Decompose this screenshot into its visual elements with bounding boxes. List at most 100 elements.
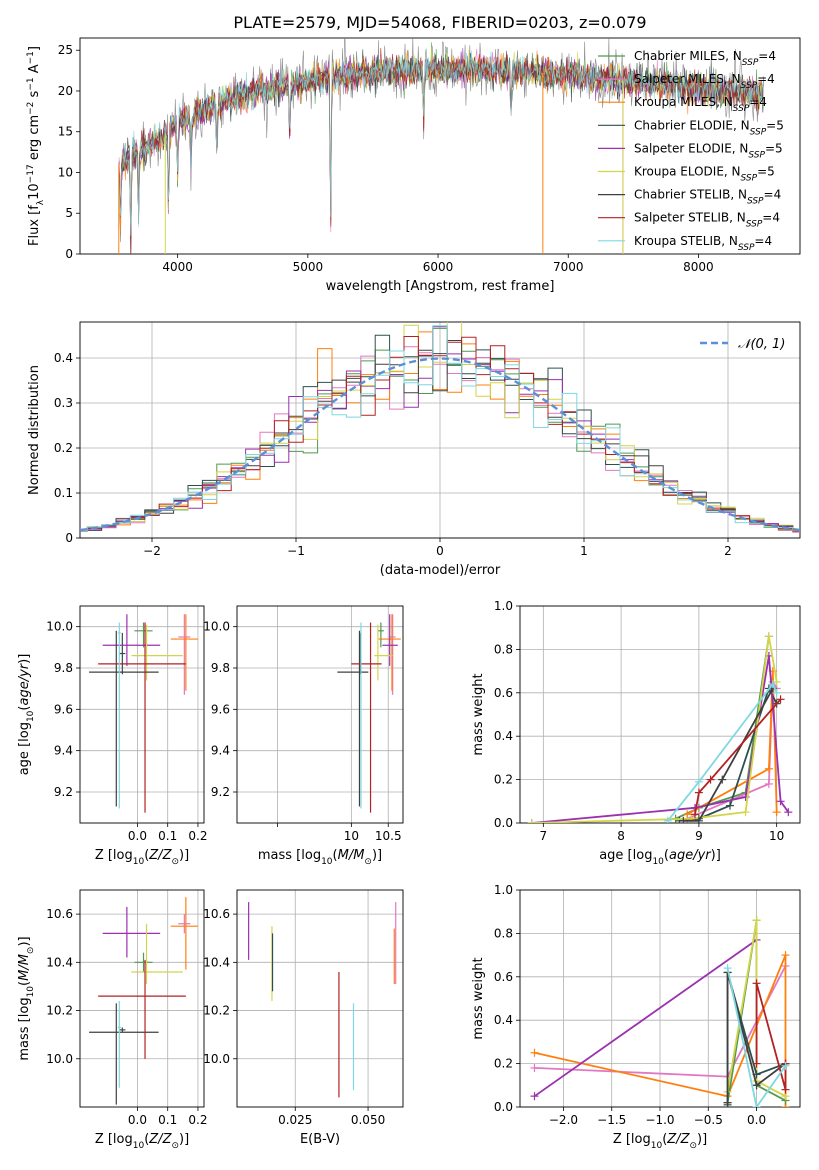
residual-histogram-panel: −2 −1 0 1 2 0 0.1 0.2 0.3 0.4 (data-model)/error No…	[27, 321, 801, 578]
weight-marker	[772, 808, 781, 817]
data-point	[98, 622, 186, 813]
x-axis-label: age [log10(age/yr)]	[599, 848, 721, 867]
legend-label: Salpeter MILES, NSSP=4	[634, 72, 775, 91]
y-tick-label: 10.2	[203, 1004, 230, 1018]
y-tick-label: 0.8	[494, 926, 513, 940]
weight-marker	[772, 688, 781, 697]
x-tick-label: 1	[580, 544, 588, 558]
residual-histogram-plot-area	[80, 322, 800, 533]
x-tick-label: −0.5	[694, 1113, 723, 1127]
y-tick-label: 9.8	[211, 661, 230, 675]
legend-nssp: 5	[776, 118, 784, 132]
data-point	[102, 906, 161, 958]
weight-marker	[781, 1061, 790, 1070]
legend-model: Salpeter MILES	[634, 72, 724, 86]
x-tick-label: 2	[724, 544, 732, 558]
x-tick-label: 0	[436, 544, 444, 558]
spectrum-panel: 4000 5000 6000 7000 8000 0 5 10 15 20 25 wavelength…	[26, 37, 801, 294]
y-tick-label: 25	[58, 43, 73, 57]
legend-model: Kroupa ELODIE	[634, 165, 724, 179]
y-tick-label: 0.2	[54, 441, 73, 455]
x-tick-label: −1	[287, 544, 305, 558]
weight-marker	[694, 777, 703, 786]
mass-vs-ebv-grid	[237, 890, 403, 1107]
y-axis-label: mass [log10(M/M⊙)]	[17, 936, 36, 1060]
weight-marker	[694, 788, 703, 797]
y-tick-label: 10.4	[203, 955, 230, 969]
y-tick-label: 0.4	[494, 1013, 513, 1027]
weight-line	[686, 671, 778, 816]
age-vs-mass-panel: 10 10.5 9.2 9.4 9.6 9.8 10.0 mass [log10(M/M⊙)]	[203, 605, 404, 867]
y-tick-label: 10.0	[203, 620, 230, 634]
y-tick-label: 10.2	[46, 1004, 73, 1018]
x-tick-label: 7000	[553, 260, 584, 274]
mass-vs-z-frame	[79, 889, 205, 1108]
y-axis-label: Normed distribution	[27, 365, 42, 495]
spectrum-ticks: 4000 5000 6000 7000 8000 0 5 10 15 20 25	[58, 43, 714, 274]
weight-marker	[752, 979, 761, 988]
legend-label: Chabrier MILES, NSSP=4	[634, 49, 776, 68]
weight-line	[531, 655, 790, 823]
x-tick-label: −2	[143, 544, 161, 558]
weight-marker	[784, 808, 793, 817]
y-tick-label: 0.2	[494, 1057, 513, 1071]
age-vs-z-plot-area	[89, 614, 198, 813]
weight-marker	[663, 816, 672, 823]
x-tick-label: −2.0	[549, 1113, 578, 1127]
y-tick-label: 9.2	[54, 785, 73, 799]
weight-line	[755, 983, 787, 1090]
weight-marker	[706, 775, 715, 784]
legend-label: Salpeter STELIB, NSSP=4	[634, 211, 780, 230]
x-tick-label: 0.1	[158, 829, 177, 843]
mass-vs-ebv-panel: 0.025 0.050 10.0 10.2 10.4 10.6 E(B-V)	[203, 889, 404, 1147]
residual-histogram-ticks: −2 −1 0 1 2 0 0.1 0.2 0.3 0.4	[54, 351, 732, 558]
data-point	[117, 622, 121, 809]
weight-marker	[776, 797, 785, 806]
y-tick-label: 10	[58, 165, 73, 179]
spectrum-frame	[79, 37, 801, 255]
figure-title: PLATE=2579, MJD=54068, FIBERID=0203, z=0…	[233, 13, 646, 32]
weight-marker	[726, 801, 734, 810]
data-point	[178, 614, 191, 695]
y-tick-label: 0	[65, 247, 73, 261]
weight-marker	[741, 808, 750, 817]
x-tick-label: 0.0	[128, 1113, 147, 1127]
weight-marker	[768, 680, 777, 689]
mass-vs-ebv-frame	[236, 889, 404, 1108]
legend-model: Chabrier MILES	[634, 49, 725, 63]
data-point	[134, 952, 153, 972]
weight-marker	[718, 775, 727, 784]
x-tick-label: 0.025	[278, 1113, 312, 1127]
weight-line	[683, 688, 774, 822]
x-tick-label: 4000	[162, 260, 193, 274]
weight-vs-age-frame	[519, 605, 801, 824]
data-point	[374, 624, 393, 681]
x-tick-label: 0.2	[188, 829, 207, 843]
y-tick-label: 15	[58, 125, 73, 139]
data-point	[98, 959, 186, 1059]
legend-model: Salpeter STELIB	[634, 211, 729, 225]
weight-marker	[530, 1092, 539, 1101]
data-point	[131, 624, 183, 681]
data-point	[102, 614, 161, 666]
x-tick-label: 5000	[293, 260, 324, 274]
weight-marker	[752, 1103, 761, 1107]
legend-label: Chabrier ELODIE, NSSP=5	[634, 118, 784, 137]
data-point	[170, 614, 198, 691]
weight-marker	[752, 916, 761, 925]
weight-marker	[764, 632, 773, 641]
weight-marker	[530, 1063, 539, 1072]
x-axis-label: Z [log10(Z/Z⊙)]	[613, 1132, 707, 1151]
y-tick-label: 20	[58, 84, 73, 98]
histogram-legend: 𝒩(0, 1)	[700, 337, 785, 352]
weight-marker	[723, 964, 732, 973]
y-tick-label: 10.4	[46, 955, 73, 969]
weight-vs-age-ticks: 7 8 9 10 0.0 0.2 0.4 0.6 0.8 1.0	[494, 599, 784, 843]
y-tick-label: 10.6	[46, 907, 73, 921]
x-axis-label: Z [log10(Z/Z⊙)]	[95, 1132, 189, 1151]
age-vs-z-ticks: 0.0 0.1 0.2 9.2 9.4 9.6 9.8 10.0	[46, 620, 207, 843]
y-tick-label: 10.0	[46, 620, 73, 634]
weight-vs-z-frame	[519, 889, 801, 1108]
data-point	[351, 622, 382, 813]
